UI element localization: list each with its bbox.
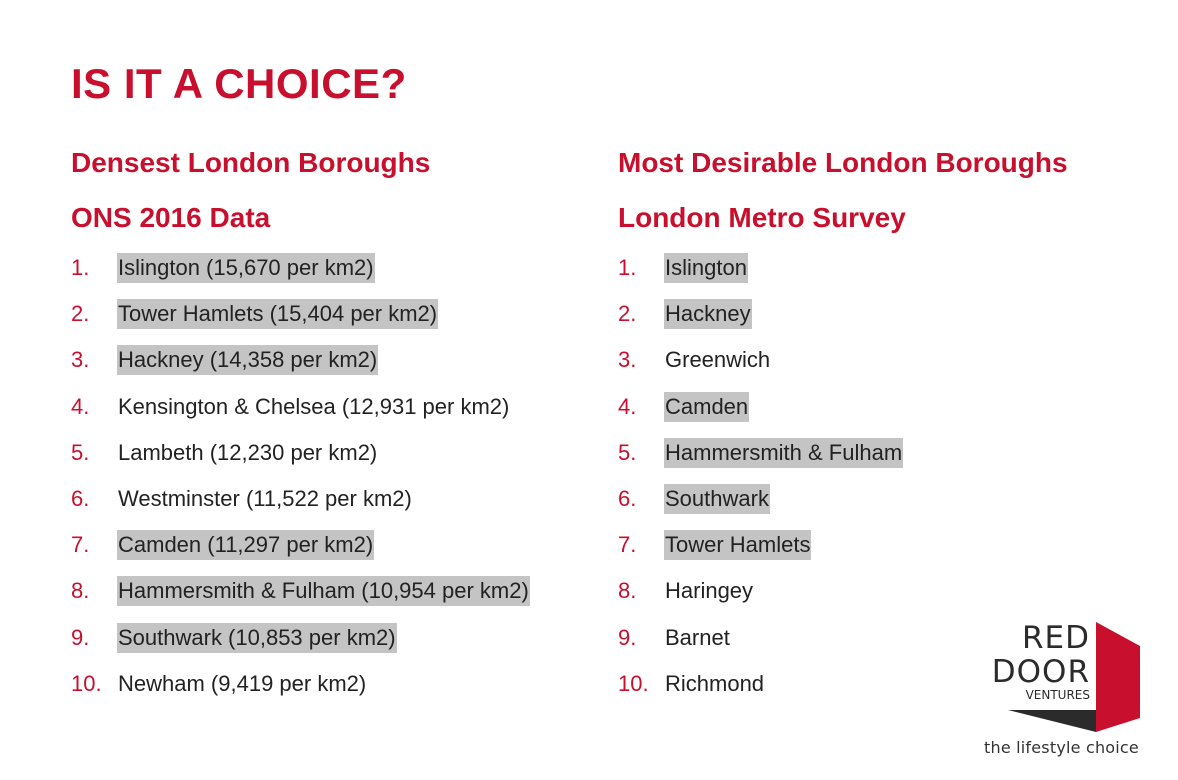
desirable-item: 9. Barnet (618, 615, 1068, 661)
borough-name: Hammersmith & Fulham (10,954 per km2) (117, 576, 530, 607)
list-number: 1. (618, 255, 637, 281)
door-logo-icon: RED DOOR VENTURES (992, 620, 1140, 732)
densest-subheading: ONS 2016 Data (71, 202, 271, 233)
densest-boroughs-column: Densest London Boroughs ONS 2016 Data 1.… (71, 140, 530, 707)
densest-list: 1. Islington (15,670 per km2) 2. Tower Haml… (71, 245, 530, 707)
densest-item: 4. Kensington & Chelsea (12,931 per km2) (71, 384, 530, 430)
desirable-item: 7. Tower Hamlets (618, 522, 1068, 568)
borough-name: Camden (664, 391, 750, 422)
borough-name: Barnet (665, 624, 730, 650)
list-number: 9. (618, 624, 637, 650)
list-number: 6. (71, 486, 90, 512)
list-number: 4. (71, 393, 90, 419)
red-door-ventures-logo: RED DOOR VENTURES (978, 618, 1148, 768)
desirable-item: 1. Islington (618, 245, 1068, 291)
list-number: 6. (618, 486, 637, 512)
desirable-heading: Most Desirable London Boroughs (618, 147, 1068, 178)
borough-name: Haringey (665, 578, 754, 604)
logo-line-ventures: VENTURES (1026, 688, 1090, 702)
list-number: 10. (618, 670, 649, 696)
densest-item: 1. Islington (15,670 per km2) (71, 245, 530, 291)
densest-item: 3. Hackney (14,358 per km2) (71, 337, 530, 383)
list-number: 8. (71, 578, 90, 604)
logo-line-red: RED (1022, 620, 1090, 656)
list-number: 10. (71, 670, 102, 696)
list-number: 1. (71, 255, 90, 281)
desirable-item: 4. Camden (618, 384, 1068, 430)
densest-item: 8. Hammersmith & Fulham (10,954 per km2) (71, 568, 530, 614)
borough-name: Hackney (664, 299, 752, 330)
desirable-boroughs-column: Most Desirable London Boroughs London Me… (618, 140, 1068, 707)
list-number: 3. (618, 347, 637, 373)
borough-name: Hackney (14,358 per km2) (117, 345, 379, 376)
borough-name: Tower Hamlets (15,404 per km2) (117, 299, 439, 330)
borough-name: Islington (664, 253, 748, 284)
densest-item: 5. Lambeth (12,230 per km2) (71, 430, 530, 476)
borough-name: Greenwich (665, 347, 771, 373)
list-number: 2. (618, 301, 637, 327)
borough-name: Westminster (11,522 per km2) (118, 486, 412, 512)
desirable-list: 1. Islington 2. Hackney 3. Greenwich 4. Camden 5… (618, 245, 1068, 707)
borough-name: Southwark (10,853 per km2) (117, 622, 397, 653)
list-number: 5. (71, 439, 90, 465)
desirable-subheading: London Metro Survey (618, 202, 906, 233)
list-number: 8. (618, 578, 637, 604)
borough-name: Kensington & Chelsea (12,931 per km2) (118, 393, 510, 419)
page-title: IS IT A CHOICE? (71, 60, 407, 107)
list-number: 7. (71, 532, 90, 558)
densest-item: 7. Camden (11,297 per km2) (71, 522, 530, 568)
logo-line-door: DOOR (992, 654, 1090, 690)
borough-name: Richmond (665, 670, 765, 696)
borough-name: Islington (15,670 per km2) (117, 253, 375, 284)
borough-name: Camden (11,297 per km2) (117, 530, 375, 561)
logo-tagline: the lifestyle choice (984, 738, 1139, 757)
densest-item: 2. Tower Hamlets (15,404 per km2) (71, 291, 530, 337)
desirable-item: 3. Greenwich (618, 337, 1068, 383)
borough-name: Hammersmith & Fulham (664, 437, 904, 468)
desirable-item: 2. Hackney (618, 291, 1068, 337)
desirable-item: 5. Hammersmith & Fulham (618, 430, 1068, 476)
densest-item: 9. Southwark (10,853 per km2) (71, 615, 530, 661)
list-number: 4. (618, 393, 637, 419)
densest-item: 6. Westminster (11,522 per km2) (71, 476, 530, 522)
list-number: 5. (618, 439, 637, 465)
densest-heading: Densest London Boroughs (71, 147, 431, 178)
borough-name: Tower Hamlets (664, 530, 812, 561)
borough-name: Newham (9,419 per km2) (118, 670, 367, 696)
list-number: 9. (71, 624, 90, 650)
borough-name: Lambeth (12,230 per km2) (118, 439, 378, 465)
list-number: 2. (71, 301, 90, 327)
list-number: 3. (71, 347, 90, 373)
list-number: 7. (618, 532, 637, 558)
desirable-item: 6. Southwark (618, 476, 1068, 522)
desirable-item: 8. Haringey (618, 568, 1068, 614)
desirable-item: 10. Richmond (618, 661, 1068, 707)
densest-item: 10. Newham (9,419 per km2) (71, 661, 530, 707)
borough-name: Southwark (664, 484, 770, 515)
